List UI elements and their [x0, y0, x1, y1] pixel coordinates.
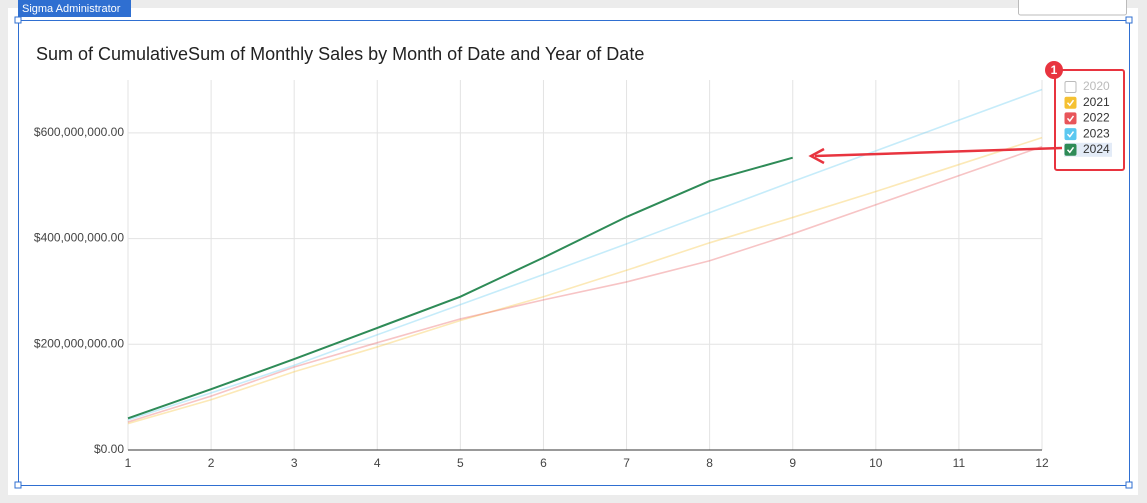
chart-title: Sum of CumulativeSum of Monthly Sales by… [36, 44, 644, 64]
x-tick-label: 9 [789, 456, 796, 470]
annotation-arrow [814, 146, 1063, 158]
badge: Sigma Administrator [22, 3, 121, 15]
resize-handles[interactable] [14, 16, 1133, 489]
x-tick-label: 2 [208, 456, 215, 470]
legend-checkbox[interactable] [1064, 112, 1077, 125]
check-mark [1066, 115, 1075, 123]
card [8, 8, 1138, 495]
series-line [127, 88, 1043, 421]
y-tick-label: $200,000,000.00 [34, 336, 124, 350]
annotation-number: 1 [1051, 63, 1058, 77]
x-tick-label: 10 [869, 456, 883, 470]
check-mark [1066, 99, 1075, 107]
x-tick-label: 8 [706, 456, 713, 470]
legend-label: 2024 [1083, 142, 1110, 156]
x-tick-label: 4 [374, 456, 381, 470]
y-tick-label: $600,000,000.00 [34, 125, 124, 139]
series-line [127, 136, 1043, 425]
check-mark [1066, 146, 1075, 154]
annotation-box [1054, 69, 1125, 171]
plot: $0.00 $200,000,000.00 $400,000,000.00 $600,… [34, 80, 1049, 470]
annotation-badge [1045, 61, 1063, 79]
badge-bg [18, 0, 131, 17]
series-line [127, 145, 1043, 423]
y-tick-label: $400,000,000.00 [34, 231, 124, 245]
y-tick-label: $0.00 [94, 442, 124, 456]
legend-checkbox[interactable] [1064, 128, 1077, 141]
x-tick-label: 5 [457, 456, 464, 470]
arrow-head [808, 147, 825, 165]
series-line [127, 156, 793, 420]
x-tick-label: 7 [623, 456, 630, 470]
x-tick-label: 12 [1035, 456, 1049, 470]
check-mark [1066, 131, 1075, 138]
legend-label: 2020 [1083, 79, 1110, 93]
legend-label: 2023 [1083, 126, 1110, 140]
selection-border [18, 20, 1130, 486]
legend-checkbox[interactable] [1064, 81, 1077, 93]
x-tick-label: 6 [540, 456, 547, 470]
x-tick-label: 11 [953, 456, 966, 470]
legend-checkbox[interactable] [1064, 96, 1077, 109]
legend-checkbox[interactable] [1064, 143, 1077, 156]
x-tick-label: 3 [291, 456, 298, 470]
legend-label: 2021 [1083, 95, 1110, 109]
x-tick-label: 1 [125, 456, 132, 470]
toolbar-button[interactable] [1018, 0, 1127, 16]
legend-label: 2022 [1083, 111, 1110, 125]
